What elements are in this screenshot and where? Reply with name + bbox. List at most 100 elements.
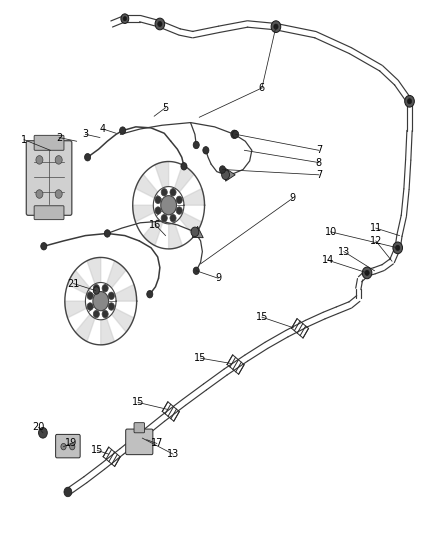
Circle shape [396, 245, 400, 251]
Circle shape [108, 303, 114, 310]
Text: 15: 15 [91, 446, 103, 455]
Polygon shape [180, 212, 202, 236]
Circle shape [274, 24, 278, 29]
Circle shape [161, 196, 177, 215]
Circle shape [39, 427, 47, 438]
Circle shape [219, 166, 226, 173]
Text: 19: 19 [65, 439, 77, 448]
Circle shape [155, 196, 161, 204]
Polygon shape [135, 174, 158, 198]
Polygon shape [101, 318, 114, 345]
Circle shape [93, 285, 99, 292]
Circle shape [155, 207, 161, 214]
Circle shape [203, 147, 209, 154]
FancyBboxPatch shape [134, 423, 145, 433]
Circle shape [70, 443, 75, 450]
Text: 7: 7 [316, 170, 322, 180]
FancyBboxPatch shape [56, 434, 80, 458]
Text: 6: 6 [259, 83, 265, 93]
Text: 14: 14 [321, 255, 334, 265]
Circle shape [64, 487, 72, 497]
Circle shape [85, 154, 91, 161]
Polygon shape [143, 219, 163, 246]
Circle shape [147, 290, 153, 298]
Text: 20: 20 [32, 423, 45, 432]
Text: 8: 8 [316, 158, 322, 167]
Text: 1: 1 [21, 135, 27, 144]
Circle shape [61, 443, 66, 450]
Polygon shape [133, 205, 155, 222]
Circle shape [176, 196, 182, 204]
Circle shape [393, 242, 403, 254]
Polygon shape [169, 222, 182, 249]
Circle shape [155, 18, 165, 30]
Circle shape [170, 214, 176, 222]
Circle shape [362, 267, 372, 279]
Polygon shape [155, 161, 169, 188]
Circle shape [181, 163, 187, 170]
Text: 2: 2 [56, 133, 62, 142]
Circle shape [55, 156, 62, 164]
FancyBboxPatch shape [34, 135, 64, 150]
Polygon shape [75, 314, 95, 342]
Circle shape [87, 303, 93, 310]
Circle shape [55, 190, 62, 198]
Circle shape [193, 267, 199, 274]
FancyBboxPatch shape [126, 429, 153, 455]
Polygon shape [192, 227, 203, 238]
Text: 12: 12 [370, 236, 382, 246]
Text: 3: 3 [82, 130, 88, 139]
Circle shape [93, 292, 109, 311]
Circle shape [191, 227, 199, 237]
Text: 21: 21 [67, 279, 80, 288]
Text: 13: 13 [338, 247, 350, 256]
Polygon shape [183, 189, 205, 205]
Circle shape [93, 310, 99, 318]
Circle shape [271, 21, 281, 33]
Circle shape [123, 17, 127, 21]
FancyBboxPatch shape [26, 141, 72, 215]
Circle shape [222, 170, 230, 180]
Polygon shape [226, 168, 235, 181]
Polygon shape [67, 270, 90, 294]
Text: 15: 15 [194, 353, 207, 363]
Text: 15: 15 [256, 312, 268, 322]
Circle shape [120, 127, 126, 134]
Circle shape [231, 130, 238, 139]
Text: 13: 13 [167, 449, 179, 459]
Text: 9: 9 [290, 193, 296, 203]
Circle shape [104, 230, 110, 237]
Circle shape [161, 189, 167, 196]
Circle shape [36, 190, 43, 198]
Circle shape [193, 141, 199, 149]
Text: 7: 7 [316, 146, 322, 155]
Polygon shape [112, 308, 134, 332]
Circle shape [121, 14, 129, 23]
Circle shape [87, 292, 93, 300]
Text: 16: 16 [149, 220, 162, 230]
Circle shape [158, 21, 162, 27]
Circle shape [108, 292, 114, 300]
Circle shape [365, 270, 369, 276]
Circle shape [405, 95, 414, 107]
Polygon shape [106, 261, 126, 288]
Text: 17: 17 [151, 439, 163, 448]
Circle shape [102, 285, 108, 292]
Text: 4: 4 [100, 124, 106, 134]
Circle shape [407, 99, 412, 104]
Text: 15: 15 [132, 398, 144, 407]
Text: 5: 5 [162, 103, 169, 112]
Polygon shape [115, 285, 137, 301]
Circle shape [233, 131, 239, 138]
Circle shape [176, 207, 182, 214]
Text: 11: 11 [370, 223, 382, 233]
Circle shape [41, 243, 47, 250]
Circle shape [36, 156, 43, 164]
Circle shape [170, 189, 176, 196]
Text: 9: 9 [215, 273, 221, 283]
FancyBboxPatch shape [34, 206, 64, 220]
Circle shape [161, 214, 167, 222]
Circle shape [102, 310, 108, 318]
Circle shape [93, 287, 99, 294]
Polygon shape [65, 301, 87, 318]
